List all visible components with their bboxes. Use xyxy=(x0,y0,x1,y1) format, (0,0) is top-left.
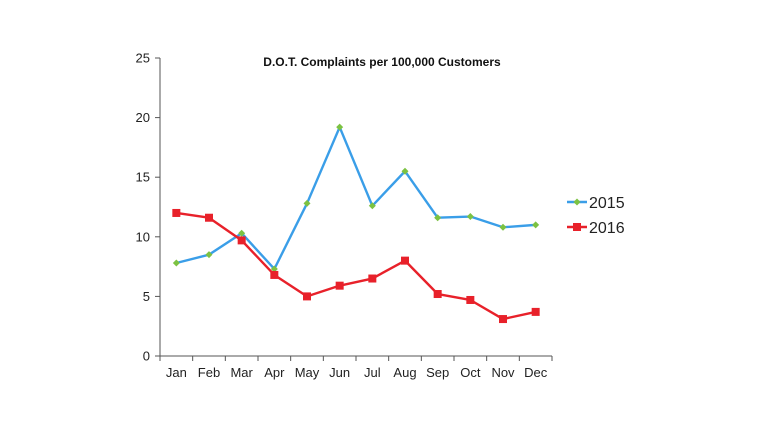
data-point-2016 xyxy=(433,290,442,299)
y-tick-label: 25 xyxy=(136,51,150,66)
data-point-2016 xyxy=(303,292,311,301)
y-axis-ticks: 0 5 10 15 20 25 xyxy=(136,51,160,364)
data-point-2015 xyxy=(238,229,246,237)
data-point-2016 xyxy=(270,270,279,279)
x-tick-label: Jan xyxy=(166,365,187,380)
data-point-2016 xyxy=(466,295,475,304)
x-tick-label: Nov xyxy=(491,365,515,380)
data-point-2015 xyxy=(368,202,376,210)
data-point-2015 xyxy=(499,223,507,231)
data-point-2015 xyxy=(336,123,344,131)
data-point-2015 xyxy=(532,221,540,229)
legend: 2015 2016 xyxy=(567,195,625,237)
series-markers xyxy=(172,123,540,324)
data-point-2016 xyxy=(205,213,213,222)
y-tick-label: 10 xyxy=(136,229,150,244)
x-tick-label: Jul xyxy=(364,365,381,380)
series-lines xyxy=(176,125,536,321)
x-tick-label: Oct xyxy=(460,365,481,380)
data-point-2015 xyxy=(172,259,180,267)
data-point-2015 xyxy=(466,213,474,221)
x-tick-label: Sep xyxy=(426,365,449,380)
data-point-2016 xyxy=(499,315,507,324)
x-tick-label: Dec xyxy=(524,365,548,380)
x-axis-ticks: Jan Feb Mar Apr May Jun Jul Aug Sep Oct Nov Dec xyxy=(159,356,553,380)
y-tick-label: 5 xyxy=(143,289,150,304)
x-tick-label: Aug xyxy=(393,365,416,380)
y-tick-label: 15 xyxy=(136,170,150,185)
y-tick-label: 20 xyxy=(136,110,150,125)
data-point-2016 xyxy=(172,208,181,217)
x-tick-label: May xyxy=(295,365,320,380)
data-point-2016 xyxy=(531,307,540,316)
data-point-2016 xyxy=(368,274,377,283)
data-point-2015 xyxy=(401,167,409,175)
series-line-2015 xyxy=(176,125,536,271)
y-tick-label: 0 xyxy=(143,349,150,364)
data-point-2016 xyxy=(237,236,246,245)
data-point-2016 xyxy=(335,281,344,290)
legend-label: 2016 xyxy=(589,220,625,237)
data-point-2015 xyxy=(434,214,442,222)
legend-label: 2015 xyxy=(589,195,625,212)
data-point-2016 xyxy=(401,256,409,265)
x-tick-label: Jun xyxy=(329,365,350,380)
data-point-2015 xyxy=(303,199,311,207)
x-tick-label: Mar xyxy=(230,365,253,380)
x-tick-label: Feb xyxy=(198,365,220,380)
axes xyxy=(159,58,552,357)
data-point-2015 xyxy=(270,265,278,273)
legend-marker-2015 xyxy=(573,198,581,206)
legend-marker-2016 xyxy=(573,223,581,231)
x-tick-label: Apr xyxy=(264,365,285,380)
chart-title: D.O.T. Complaints per 100,000 Customers xyxy=(263,55,501,69)
series-line-2016 xyxy=(176,211,536,321)
data-point-2015 xyxy=(205,251,213,259)
